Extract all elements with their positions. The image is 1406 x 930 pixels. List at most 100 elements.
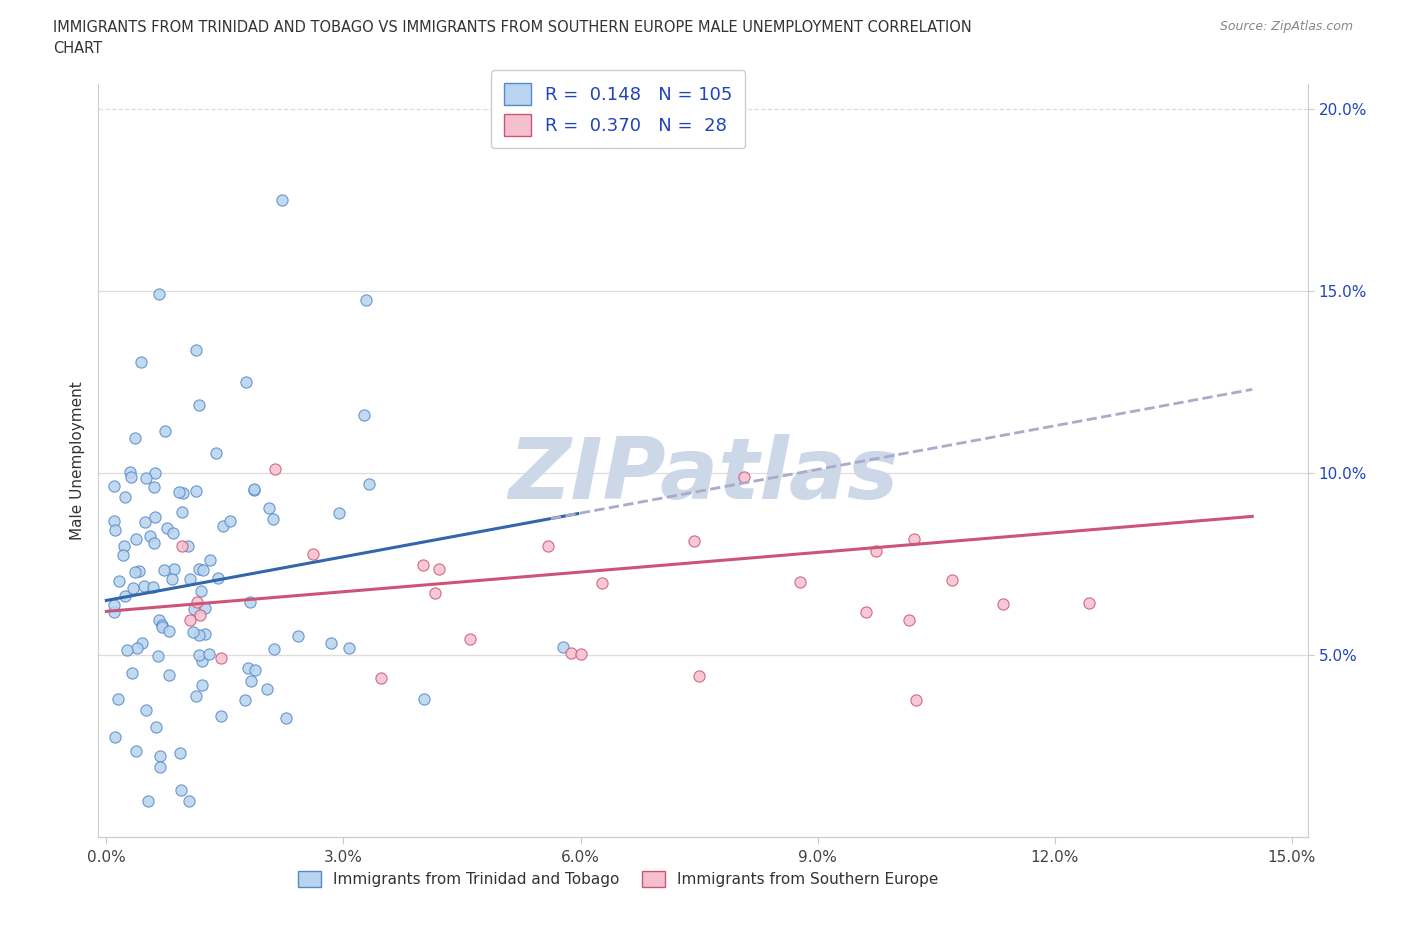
Point — [274, 711, 297, 725]
Point — [118, 465, 141, 480]
Point — [1077, 596, 1099, 611]
Point — [198, 646, 221, 661]
Point — [112, 538, 135, 553]
Point — [135, 703, 157, 718]
Point — [412, 558, 434, 573]
Point — [789, 575, 811, 590]
Point — [188, 607, 211, 622]
Point — [114, 589, 136, 604]
Point — [103, 604, 125, 619]
Point — [150, 618, 173, 632]
Point — [120, 470, 142, 485]
Point — [855, 604, 877, 619]
Point — [184, 484, 207, 498]
Point — [238, 660, 260, 675]
Point — [271, 193, 294, 207]
Point — [427, 562, 450, 577]
Point — [903, 532, 925, 547]
Point — [145, 720, 167, 735]
Point — [148, 612, 170, 627]
Point — [190, 678, 212, 693]
Point — [170, 538, 193, 553]
Point — [179, 613, 201, 628]
Point — [356, 292, 378, 307]
Point — [148, 649, 170, 664]
Point — [233, 692, 256, 707]
Point — [148, 749, 170, 764]
Point — [905, 693, 928, 708]
Point — [256, 681, 278, 696]
Point — [179, 793, 201, 808]
Point — [135, 471, 157, 485]
Point — [337, 641, 360, 656]
Point — [143, 480, 166, 495]
Point — [198, 552, 221, 567]
Y-axis label: Male Unemployment: Male Unemployment — [70, 381, 86, 539]
Point — [733, 470, 755, 485]
Point — [190, 584, 212, 599]
Point — [191, 654, 214, 669]
Point — [264, 462, 287, 477]
Point — [413, 691, 436, 706]
Point — [103, 479, 125, 494]
Point — [134, 514, 156, 529]
Text: ZIPatlas: ZIPatlas — [508, 434, 898, 517]
Point — [551, 640, 574, 655]
Point — [128, 564, 150, 578]
Point — [537, 538, 560, 553]
Point — [177, 538, 200, 553]
Point — [131, 635, 153, 650]
Point — [458, 631, 481, 646]
Point — [188, 628, 211, 643]
Point — [243, 482, 266, 497]
Point — [188, 398, 211, 413]
Point — [183, 625, 205, 640]
Point — [188, 647, 211, 662]
Point — [212, 519, 235, 534]
Point — [142, 536, 165, 551]
Point — [139, 528, 162, 543]
Point — [104, 729, 127, 744]
Point — [209, 708, 232, 723]
Point — [143, 466, 166, 481]
Point — [121, 666, 143, 681]
Point — [125, 744, 148, 759]
Point — [941, 573, 963, 588]
Point — [124, 431, 146, 445]
Point — [172, 505, 194, 520]
Point — [156, 521, 179, 536]
Point — [205, 445, 228, 460]
Point — [127, 640, 149, 655]
Point — [898, 613, 921, 628]
Point — [159, 668, 181, 683]
Point — [207, 571, 229, 586]
Point — [136, 793, 159, 808]
Point — [186, 595, 208, 610]
Point — [560, 645, 582, 660]
Point — [107, 574, 129, 589]
Point — [184, 688, 207, 703]
Point — [169, 745, 191, 760]
Point — [319, 636, 342, 651]
Point — [328, 506, 350, 521]
Point — [125, 531, 148, 546]
Point — [262, 512, 284, 526]
Point — [591, 575, 613, 590]
Point — [114, 489, 136, 504]
Point — [150, 619, 173, 634]
Point — [184, 342, 207, 357]
Point — [242, 483, 264, 498]
Text: IMMIGRANTS FROM TRINIDAD AND TOBAGO VS IMMIGRANTS FROM SOUTHERN EUROPE MALE UNEM: IMMIGRANTS FROM TRINIDAD AND TOBAGO VS I… — [53, 20, 972, 35]
Point — [209, 651, 232, 666]
Point — [149, 759, 172, 774]
Point — [103, 598, 125, 613]
Point — [187, 562, 209, 577]
Point — [129, 355, 152, 370]
Point — [160, 572, 183, 587]
Point — [172, 485, 194, 500]
Point — [219, 514, 242, 529]
Point — [688, 669, 710, 684]
Point — [107, 692, 129, 707]
Point — [152, 562, 174, 577]
Point — [169, 485, 191, 500]
